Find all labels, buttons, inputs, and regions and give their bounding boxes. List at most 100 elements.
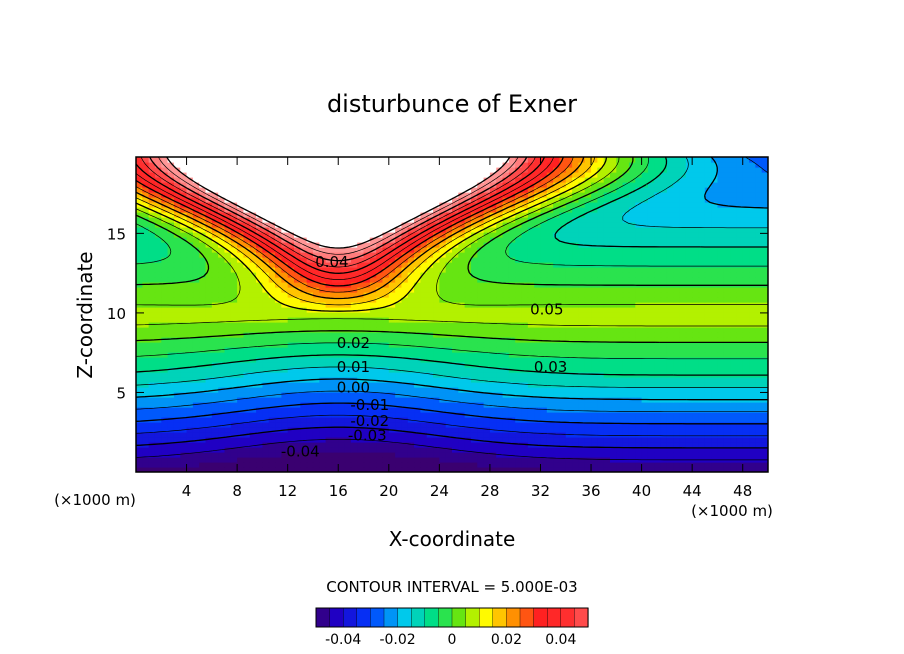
field-cell: [205, 457, 213, 463]
field-cell: [749, 307, 756, 313]
field-cell: [673, 277, 681, 283]
field-cell: [679, 257, 687, 263]
field-cell: [578, 387, 586, 393]
field-cell: [565, 317, 573, 323]
field-cell: [610, 357, 617, 363]
field-cell: [256, 337, 263, 343]
field-cell: [742, 447, 750, 453]
field-cell: [464, 442, 472, 448]
field-cell: [312, 417, 320, 423]
field-cell: [205, 337, 213, 343]
field-cell: [647, 242, 655, 248]
field-cell: [673, 257, 681, 263]
field-cell: [218, 277, 226, 283]
field-cell: [249, 287, 257, 293]
field-cell: [357, 337, 365, 343]
field-cell: [167, 307, 175, 313]
field-cell: [306, 447, 314, 453]
field-cell: [521, 377, 529, 383]
field-cell: [698, 262, 706, 268]
field-cell: [420, 372, 428, 378]
field-cell: [597, 312, 605, 318]
field-cell: [761, 407, 768, 413]
field-cell: [761, 367, 768, 373]
field-cell: [578, 237, 586, 243]
field-cell: [294, 417, 301, 423]
field-cell: [363, 282, 371, 288]
field-cell: [205, 307, 213, 313]
field-cell: [692, 272, 700, 278]
field-cell: [192, 227, 200, 233]
field-cell: [704, 407, 712, 413]
field-cell: [256, 407, 263, 413]
field-cell: [540, 467, 548, 472]
field-cell: [515, 272, 523, 278]
field-cell: [395, 252, 403, 258]
field-cell: [597, 287, 605, 293]
field-cell: [344, 322, 352, 328]
field-cell: [502, 332, 510, 338]
field-cell: [382, 457, 390, 463]
field-cell: [420, 427, 428, 433]
field-cell: [660, 222, 668, 228]
field-cell: [306, 272, 314, 278]
field-cell: [426, 222, 434, 228]
field-cell: [761, 462, 768, 468]
field-cell: [433, 397, 440, 403]
field-cell: [635, 367, 643, 373]
field-cell: [647, 432, 655, 438]
field-cell: [647, 347, 655, 353]
field-cell: [458, 372, 466, 378]
field-cell: [641, 227, 649, 233]
field-cell: [407, 377, 415, 383]
field-cell: [489, 397, 497, 403]
field-cell: [401, 292, 409, 298]
field-cell: [742, 237, 750, 243]
field-cell: [761, 437, 768, 443]
field-cell: [249, 267, 257, 273]
field-cell: [224, 302, 232, 308]
field-cell: [742, 452, 750, 458]
field-cell: [458, 292, 466, 298]
field-cell: [698, 347, 706, 353]
field-cell: [249, 402, 257, 408]
field-cell: [142, 237, 150, 243]
field-cell: [704, 307, 712, 313]
field-cell: [180, 227, 188, 233]
field-cell: [483, 327, 491, 333]
field-cell: [433, 422, 440, 428]
field-cell: [540, 357, 548, 363]
field-cell: [483, 442, 491, 448]
field-cell: [591, 242, 598, 248]
field-cell: [470, 407, 478, 413]
field-cell: [591, 337, 598, 343]
field-cell: [496, 437, 504, 443]
field-cell: [388, 442, 396, 448]
field-cell: [414, 432, 421, 438]
field-cell: [414, 252, 421, 258]
field-cell: [180, 292, 188, 298]
field-cell: [635, 462, 643, 468]
field-cell: [540, 462, 548, 468]
field-cell: [685, 467, 693, 472]
field-cell: [363, 342, 371, 348]
field-cell: [154, 447, 162, 453]
field-cell: [414, 387, 421, 393]
field-cell: [154, 357, 162, 363]
field-cell: [553, 347, 561, 353]
field-cell: [136, 272, 143, 278]
field-cell: [275, 252, 282, 258]
field-cell: [154, 457, 162, 463]
field-cell: [679, 462, 687, 468]
field-cell: [679, 227, 687, 233]
field-cell: [749, 257, 756, 263]
field-cell: [199, 447, 207, 453]
field-cell: [294, 412, 301, 418]
field-cell: [262, 382, 270, 388]
field-cell: [249, 447, 257, 453]
field-cell: [565, 357, 573, 363]
field-cell: [527, 407, 535, 413]
field-cell: [622, 382, 630, 388]
field-cell: [546, 357, 554, 363]
field-cell: [401, 447, 409, 453]
